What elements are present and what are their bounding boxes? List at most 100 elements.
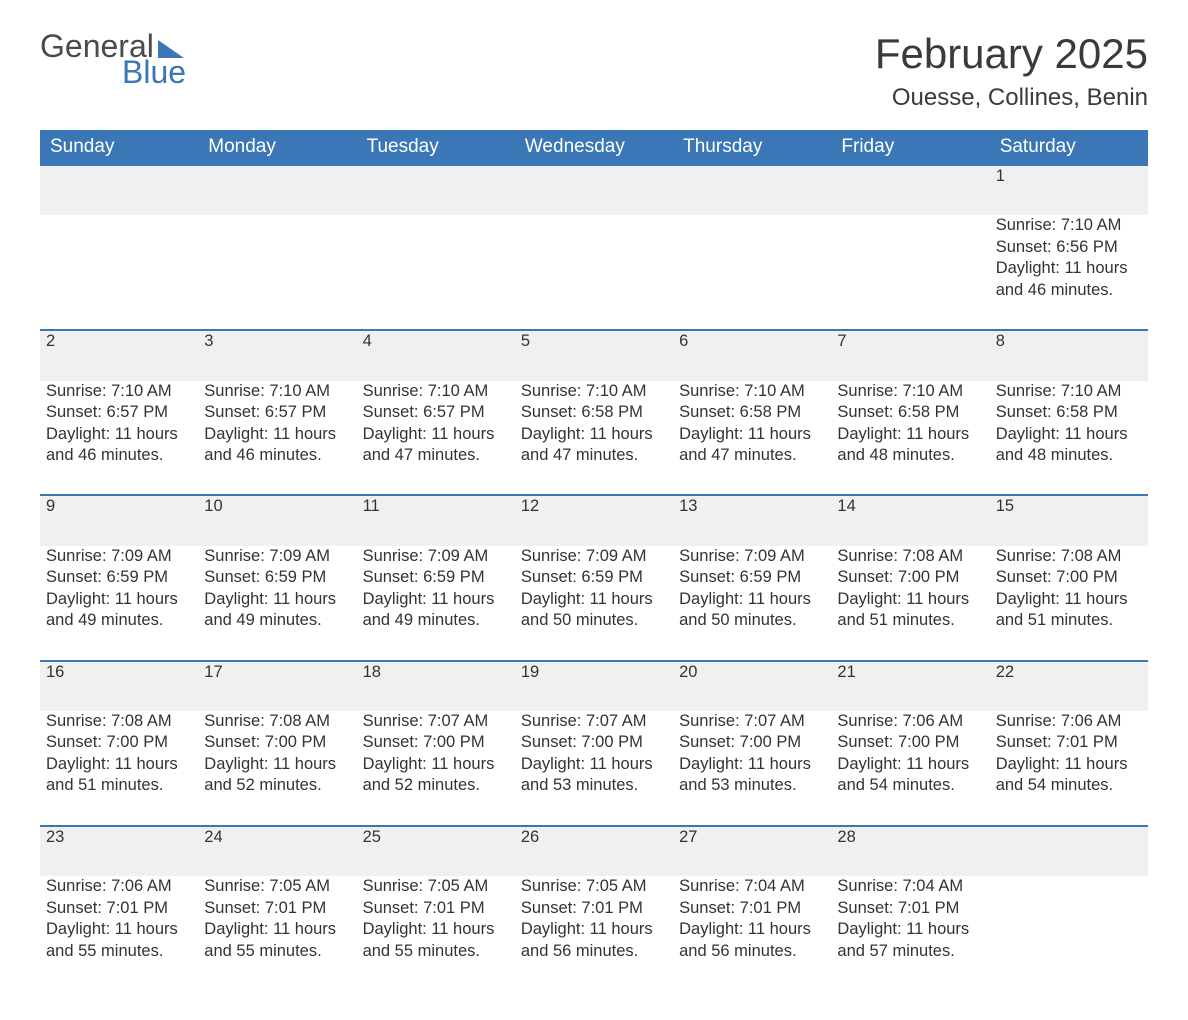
- week-detail-row: Sunrise: 7:08 AMSunset: 7:00 PMDaylight:…: [40, 711, 1148, 826]
- day-detail-cell: Sunrise: 7:09 AMSunset: 6:59 PMDaylight:…: [198, 546, 356, 661]
- sunrise-line-value: 7:10 AM: [1061, 382, 1122, 400]
- sunset-line-value: 7:00 PM: [898, 568, 959, 586]
- daylight-line: Daylight: 11 hours and 51 minutes.: [996, 589, 1140, 632]
- sunset-line: Sunset: 7:01 PM: [521, 898, 665, 919]
- sunrise-line: Sunrise: 7:10 AM: [204, 381, 348, 402]
- daylight-line: Daylight: 11 hours and 48 minutes.: [837, 424, 981, 467]
- daylight-line: Daylight: 11 hours and 49 minutes.: [204, 589, 348, 632]
- sunrise-line: Sunrise: 7:06 AM: [837, 711, 981, 732]
- sunrise-line-value: 7:10 AM: [586, 382, 647, 400]
- sunrise-line-label: Sunrise:: [204, 382, 269, 400]
- daylight-line: Daylight: 11 hours and 53 minutes.: [521, 754, 665, 797]
- day-detail-cell: Sunrise: 7:04 AMSunset: 7:01 PMDaylight:…: [831, 876, 989, 990]
- sunset-line-value: 7:00 PM: [898, 733, 959, 751]
- sunset-line: Sunset: 6:59 PM: [46, 567, 190, 588]
- sunrise-line-value: 7:08 AM: [1061, 547, 1122, 565]
- sunrise-line: Sunrise: 7:06 AM: [46, 876, 190, 897]
- sunrise-line: Sunrise: 7:07 AM: [363, 711, 507, 732]
- week-detail-row: Sunrise: 7:10 AMSunset: 6:57 PMDaylight:…: [40, 381, 1148, 496]
- daylight-line: Daylight: 11 hours and 54 minutes.: [837, 754, 981, 797]
- sunset-line: Sunset: 7:00 PM: [837, 567, 981, 588]
- day-number-cell: 2: [40, 330, 198, 380]
- day-number-cell: 13: [673, 495, 831, 545]
- sunrise-line-value: 7:05 AM: [586, 877, 647, 895]
- sunset-line-value: 7:00 PM: [1056, 568, 1117, 586]
- sunrise-line-value: 7:07 AM: [586, 712, 647, 730]
- sunset-line-label: Sunset:: [996, 568, 1057, 586]
- dow-sunday: Sunday: [40, 130, 198, 165]
- sunrise-line-label: Sunrise:: [679, 877, 744, 895]
- day-number-cell: 25: [357, 826, 515, 876]
- day-detail-cell: Sunrise: 7:07 AMSunset: 7:00 PMDaylight:…: [357, 711, 515, 826]
- sunset-line: Sunset: 6:56 PM: [996, 237, 1140, 258]
- sunrise-line-value: 7:10 AM: [428, 382, 489, 400]
- sunset-line-value: 7:01 PM: [107, 899, 168, 917]
- sunrise-line-label: Sunrise:: [996, 712, 1061, 730]
- sunset-line: Sunset: 7:01 PM: [204, 898, 348, 919]
- daylight-line: Daylight: 11 hours and 51 minutes.: [46, 754, 190, 797]
- sunrise-line: Sunrise: 7:09 AM: [363, 546, 507, 567]
- dow-monday: Monday: [198, 130, 356, 165]
- sunset-line-label: Sunset:: [521, 899, 582, 917]
- day-number-cell: 5: [515, 330, 673, 380]
- daylight-line-label: Daylight:: [363, 425, 432, 443]
- sunset-line-label: Sunset:: [679, 733, 740, 751]
- sunrise-line: Sunrise: 7:04 AM: [837, 876, 981, 897]
- sunset-line-value: 6:59 PM: [581, 568, 642, 586]
- day-number-cell: [990, 826, 1148, 876]
- daylight-line-label: Daylight:: [837, 755, 906, 773]
- sunrise-line-value: 7:07 AM: [744, 712, 805, 730]
- day-detail-cell: Sunrise: 7:10 AMSunset: 6:57 PMDaylight:…: [40, 381, 198, 496]
- sunset-line-label: Sunset:: [46, 568, 107, 586]
- day-detail-cell: Sunrise: 7:10 AMSunset: 6:58 PMDaylight:…: [990, 381, 1148, 496]
- sunset-line-label: Sunset:: [363, 733, 424, 751]
- daylight-line: Daylight: 11 hours and 57 minutes.: [837, 919, 981, 962]
- daylight-line-label: Daylight:: [679, 755, 748, 773]
- sunrise-line-value: 7:10 AM: [111, 382, 172, 400]
- sunset-line-value: 7:00 PM: [265, 733, 326, 751]
- sunset-line: Sunset: 6:59 PM: [679, 567, 823, 588]
- week-detail-row: Sunrise: 7:06 AMSunset: 7:01 PMDaylight:…: [40, 876, 1148, 990]
- daylight-line: Daylight: 11 hours and 55 minutes.: [46, 919, 190, 962]
- sunrise-line-label: Sunrise:: [363, 547, 428, 565]
- logo: General Blue: [40, 30, 186, 88]
- sunset-line: Sunset: 6:58 PM: [837, 402, 981, 423]
- sunset-line-value: 7:01 PM: [740, 899, 801, 917]
- day-detail-cell: Sunrise: 7:09 AMSunset: 6:59 PMDaylight:…: [673, 546, 831, 661]
- sunset-line-value: 7:01 PM: [423, 899, 484, 917]
- sunset-line: Sunset: 6:59 PM: [204, 567, 348, 588]
- sunrise-line-label: Sunrise:: [837, 877, 902, 895]
- sunrise-line-label: Sunrise:: [996, 216, 1061, 234]
- sunset-line-label: Sunset:: [996, 733, 1057, 751]
- day-number-cell: 1: [990, 165, 1148, 215]
- sunset-line-label: Sunset:: [204, 568, 265, 586]
- daylight-line: Daylight: 11 hours and 46 minutes.: [204, 424, 348, 467]
- sunset-line-label: Sunset:: [996, 238, 1057, 256]
- week-detail-row: Sunrise: 7:10 AMSunset: 6:56 PMDaylight:…: [40, 215, 1148, 330]
- sunset-line-value: 6:58 PM: [1056, 403, 1117, 421]
- sunrise-line: Sunrise: 7:07 AM: [679, 711, 823, 732]
- day-number-cell: 12: [515, 495, 673, 545]
- sunset-line: Sunset: 7:00 PM: [837, 732, 981, 753]
- sunrise-line-value: 7:08 AM: [111, 712, 172, 730]
- sunrise-line-label: Sunrise:: [521, 712, 586, 730]
- daylight-line-label: Daylight:: [204, 755, 273, 773]
- sunrise-line: Sunrise: 7:04 AM: [679, 876, 823, 897]
- day-detail-cell: Sunrise: 7:08 AMSunset: 7:00 PMDaylight:…: [198, 711, 356, 826]
- sunrise-line-value: 7:05 AM: [269, 877, 330, 895]
- sunrise-line-label: Sunrise:: [204, 547, 269, 565]
- daylight-line: Daylight: 11 hours and 47 minutes.: [679, 424, 823, 467]
- daylight-line-label: Daylight:: [204, 425, 273, 443]
- day-detail-cell: Sunrise: 7:06 AMSunset: 7:01 PMDaylight:…: [40, 876, 198, 990]
- sunset-line: Sunset: 7:01 PM: [679, 898, 823, 919]
- day-detail-cell: Sunrise: 7:05 AMSunset: 7:01 PMDaylight:…: [198, 876, 356, 990]
- week-daynum-row: 2345678: [40, 330, 1148, 380]
- day-detail-cell: Sunrise: 7:09 AMSunset: 6:59 PMDaylight:…: [515, 546, 673, 661]
- sunrise-line: Sunrise: 7:07 AM: [521, 711, 665, 732]
- daylight-line-label: Daylight:: [679, 920, 748, 938]
- daylight-line: Daylight: 11 hours and 46 minutes.: [996, 258, 1140, 301]
- day-number-cell: 28: [831, 826, 989, 876]
- day-number-cell: 26: [515, 826, 673, 876]
- day-detail-cell: Sunrise: 7:08 AMSunset: 7:00 PMDaylight:…: [40, 711, 198, 826]
- daylight-line-label: Daylight:: [46, 425, 115, 443]
